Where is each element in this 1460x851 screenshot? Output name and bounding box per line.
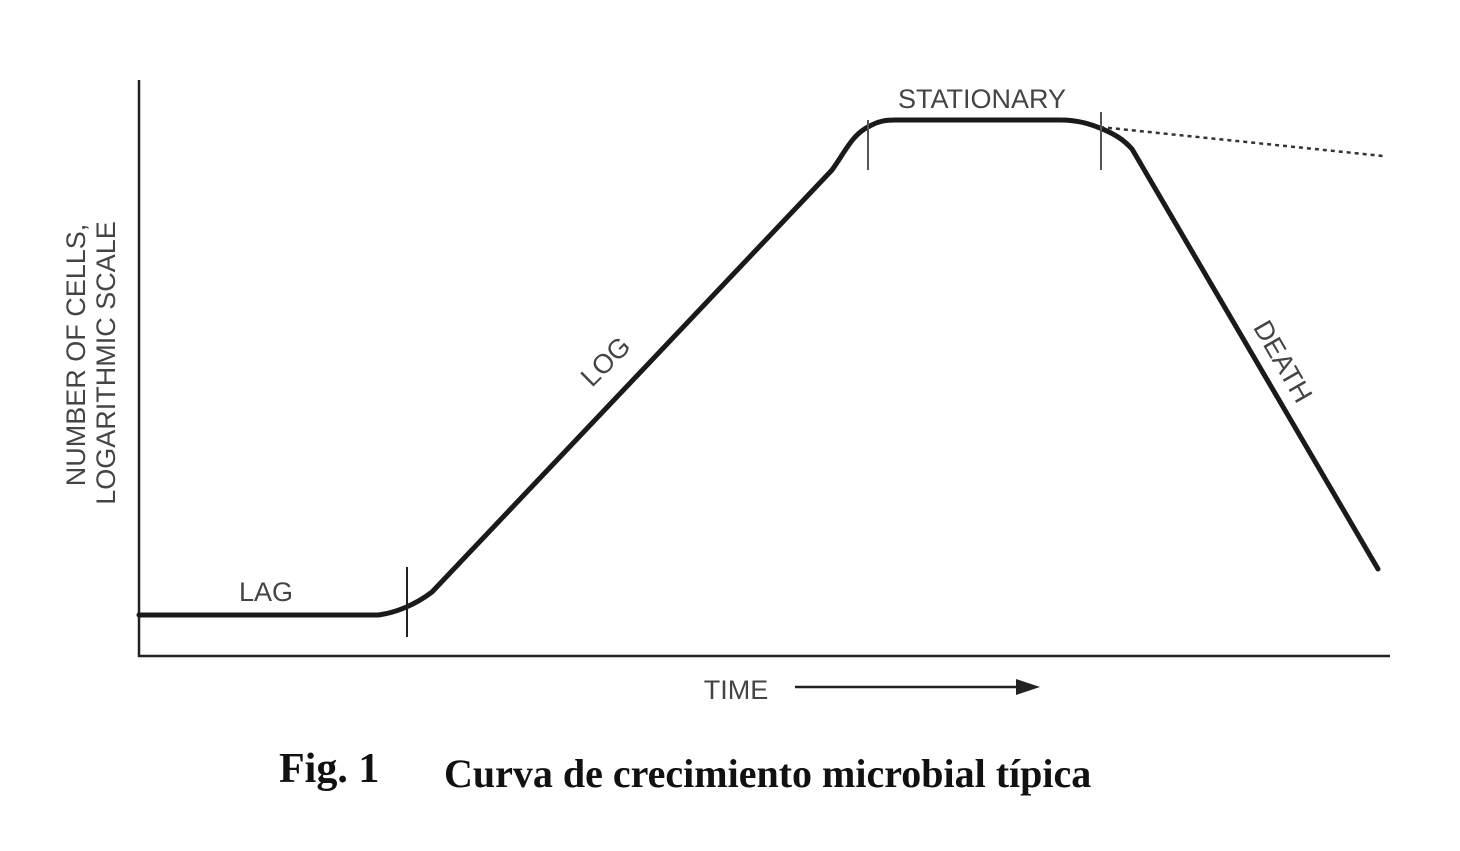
caption-number: Fig. 1	[279, 746, 379, 792]
y-axis-label-line1: NUMBER OF CELLS,	[61, 224, 91, 487]
growth-curve	[136, 117, 1381, 618]
time-arrow-head	[1016, 679, 1040, 695]
phase-label-lag: LAG	[239, 577, 293, 607]
caption-text: Curva de crecimiento microbial típica	[444, 751, 1091, 796]
phase-label-stationary: STATIONARY	[898, 84, 1066, 114]
x-axis-label: TIME	[704, 675, 769, 705]
extrapolation-dotted-line	[1099, 125, 1384, 158]
y-axis-label-line2: LOGARITHMIC SCALE	[91, 221, 121, 505]
